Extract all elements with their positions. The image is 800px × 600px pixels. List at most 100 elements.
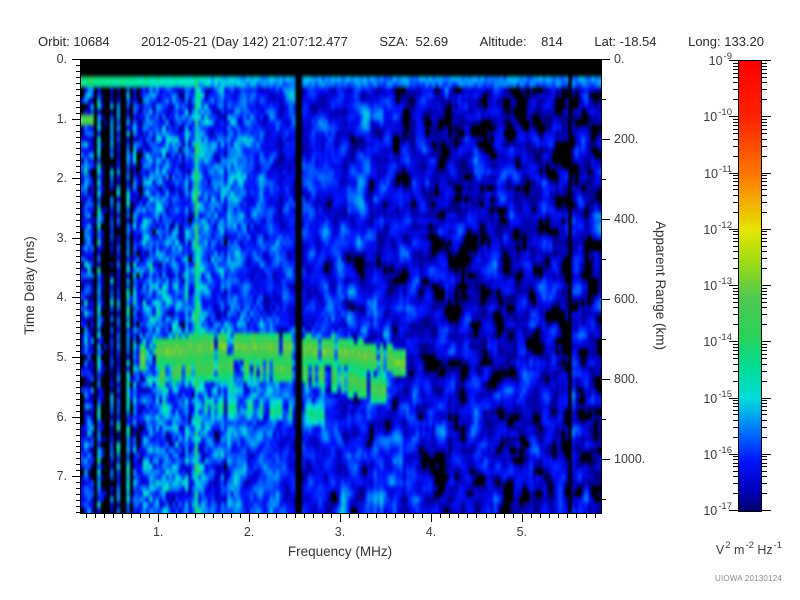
y-tick [76, 154, 80, 156]
y-tick [76, 446, 80, 448]
range-tick-label: 800. [614, 371, 639, 386]
y-tick-label: 3. [56, 230, 67, 245]
x-tick [530, 514, 532, 518]
colorbar-minor-tick [762, 155, 767, 157]
colorbar-minor-tick [733, 99, 738, 101]
x-tick [321, 514, 323, 518]
y-tick [76, 94, 80, 96]
y-tick [76, 339, 80, 341]
y-tick [76, 172, 80, 174]
colorbar-minor-tick [733, 459, 738, 461]
colorbar-tick [729, 228, 738, 230]
colorbar-minor-tick [733, 290, 738, 292]
y-tick [76, 112, 80, 114]
colorbar-minor-tick [733, 293, 738, 295]
colorbar-tick [762, 285, 771, 286]
colorbar-minor-tick [762, 99, 767, 101]
colorbar-tick [762, 60, 771, 61]
y-tick [76, 231, 80, 233]
colorbar-minor-tick [733, 251, 738, 253]
colorbar-minor-tick [762, 268, 767, 270]
y-tick [76, 142, 80, 144]
x-tick [467, 514, 469, 518]
colorbar-minor-tick [762, 476, 767, 478]
y-tick [76, 512, 80, 513]
range-tick [602, 378, 610, 380]
y-tick [76, 255, 80, 257]
colorbar-tick-label: 10-11 [704, 163, 732, 181]
x-tick [221, 514, 223, 518]
colorbar-tick [762, 397, 771, 399]
colorbar-minor-tick [762, 346, 767, 348]
y-tick [76, 82, 80, 84]
range-tick-label: 0. [614, 52, 625, 66]
colorbar-minor-tick [733, 436, 738, 438]
y-tick [76, 428, 80, 430]
colorbar-minor-tick [762, 211, 767, 213]
x-tick [258, 514, 260, 518]
colorbar-minor-tick [762, 194, 767, 196]
x-tick [85, 514, 87, 518]
header-segment: Long: 133.20 [688, 34, 764, 49]
y-tick [76, 261, 80, 263]
colorbar-minor-tick [733, 201, 738, 203]
y-tick [76, 100, 80, 102]
y-tick [76, 88, 80, 90]
colorbar-minor-tick [762, 251, 767, 253]
y-tick [76, 410, 80, 412]
x-tick [394, 514, 396, 518]
colorbar-minor-tick [762, 178, 767, 179]
colorbar-minor-tick [762, 293, 767, 295]
colorbar-minor-tick [733, 145, 738, 147]
x-tick [512, 514, 514, 518]
colorbar-minor-tick [733, 121, 738, 123]
range-tick [602, 298, 610, 300]
x-tick [376, 514, 378, 518]
x-tick [140, 514, 141, 518]
colorbar-minor-tick [762, 189, 767, 191]
x-tick [130, 514, 132, 518]
y-tick [76, 368, 80, 370]
colorbar-minor-tick [733, 297, 738, 299]
colorbar-minor-tick [733, 241, 738, 243]
y-tick [76, 351, 80, 353]
colorbar-minor-tick [762, 419, 767, 421]
x-tick-label: 4. [425, 525, 437, 539]
ionogram-spectrogram [81, 60, 601, 513]
y-tick [76, 488, 80, 490]
y-tick [76, 404, 80, 406]
y-tick [72, 357, 80, 358]
colorbar-minor-tick [762, 403, 767, 404]
y-tick [76, 196, 80, 198]
colorbar-tick [762, 453, 771, 455]
colorbar-minor-tick [762, 466, 767, 468]
y-tick [76, 315, 80, 317]
colorbar-minor-tick [733, 175, 738, 177]
colorbar-minor-tick [762, 410, 767, 411]
plot-area [80, 59, 602, 514]
x-tick [240, 514, 241, 518]
x-tick-label: 3. [334, 525, 346, 539]
colorbar-minor-tick [762, 426, 767, 428]
colorbar-minor-tick [762, 65, 767, 67]
y-tick [72, 237, 80, 239]
y-tick [76, 76, 80, 78]
right-axis-title-text: Apparent Range (km) [653, 220, 669, 351]
x-tick [458, 514, 460, 518]
x-tick [149, 514, 151, 518]
colorbar-minor-tick [733, 68, 738, 70]
colorbar-tick-label: 10-14 [703, 332, 732, 350]
y-tick [76, 363, 80, 364]
range-tick [602, 99, 606, 100]
x-tick [421, 514, 423, 518]
colorbar-tick [762, 341, 771, 343]
y-axis-title-text: Time Delay (ms) [21, 236, 37, 335]
colorbar-minor-tick [762, 493, 767, 495]
colorbar-minor-tick [733, 128, 738, 130]
y-tick [76, 482, 80, 484]
x-tick [294, 514, 296, 518]
colorbar-minor-tick [733, 314, 738, 316]
colorbar [738, 60, 762, 512]
colorbar-minor-tick [733, 493, 738, 495]
header-segment: Orbit: 10684 [38, 34, 110, 49]
